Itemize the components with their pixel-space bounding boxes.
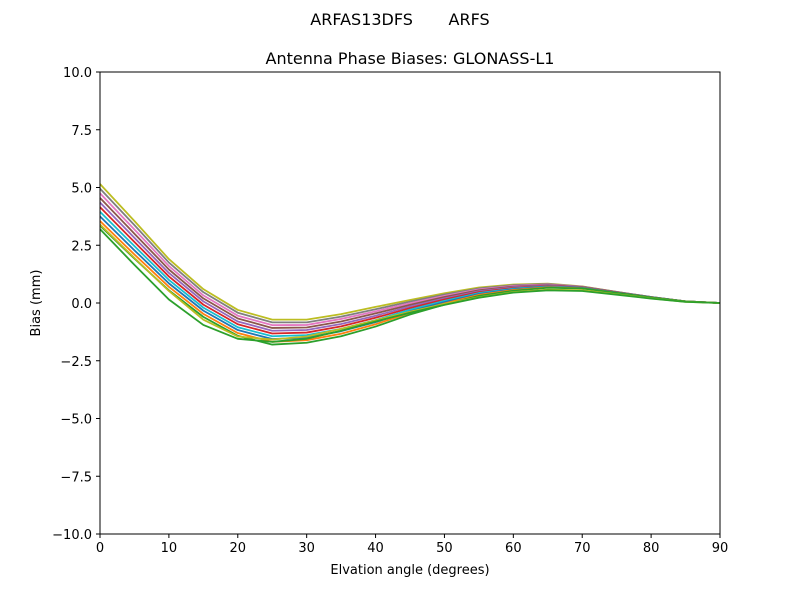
x-tick-label: 90	[712, 541, 729, 556]
figure-suptitle: ARFAS13DFS ARFS	[310, 10, 490, 29]
series-layer	[99, 183, 721, 346]
x-tick-label: 40	[367, 541, 384, 556]
x-tick-label: 0	[96, 541, 104, 556]
y-tick-label: 7.5	[71, 124, 92, 139]
series-line-8	[99, 215, 721, 340]
series-line-12	[99, 228, 721, 343]
x-tick-label: 70	[574, 541, 591, 556]
x-axis-label: Elvation angle (degrees)	[330, 563, 489, 578]
x-tick-label: 30	[298, 541, 315, 556]
x-tick-label: 10	[161, 541, 178, 556]
x-tick-label: 20	[230, 541, 247, 556]
y-tick-label: −5.0	[60, 413, 92, 428]
y-tick-label: −10.0	[52, 528, 92, 543]
series-line-10	[99, 224, 721, 346]
x-tick-label: 50	[436, 541, 453, 556]
chart-title: Antenna Phase Biases: GLONASS-L1	[266, 49, 555, 68]
series-line-9	[99, 220, 721, 343]
y-axis-ticks: 10.0 7.5 5.0 2.5 0.0 −2.5 −5.0 −7.5 −10.0	[52, 66, 100, 543]
y-tick-label: −7.5	[60, 470, 92, 485]
y-tick-label: −2.5	[60, 355, 92, 370]
y-tick-label: 2.5	[71, 239, 92, 254]
y-tick-label: 10.0	[63, 66, 92, 81]
x-tick-label: 60	[505, 541, 522, 556]
y-tick-label: 5.0	[71, 182, 92, 197]
x-axis-ticks: 0 10 20 30 40 50 60 70 80 90	[96, 534, 728, 556]
y-axis-label: Bias (mm)	[29, 270, 44, 337]
y-tick-label: 0.0	[71, 297, 92, 312]
series-line-11	[99, 223, 721, 341]
x-tick-label: 80	[643, 541, 660, 556]
